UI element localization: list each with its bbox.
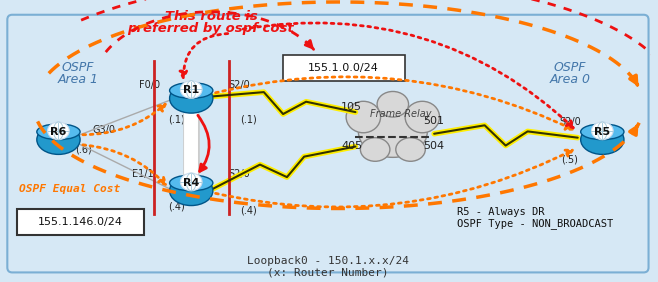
- Ellipse shape: [359, 106, 427, 157]
- Ellipse shape: [346, 101, 380, 133]
- Text: E1/1: E1/1: [132, 169, 154, 179]
- Ellipse shape: [361, 138, 390, 161]
- Text: 155.1.146.0/24: 155.1.146.0/24: [38, 217, 122, 227]
- Text: 504: 504: [424, 142, 445, 151]
- Ellipse shape: [377, 91, 409, 117]
- Ellipse shape: [170, 83, 213, 98]
- Text: 105: 105: [341, 102, 362, 112]
- Text: R4: R4: [183, 178, 199, 188]
- Text: S2/0: S2/0: [559, 117, 581, 127]
- Ellipse shape: [47, 122, 69, 140]
- Ellipse shape: [170, 175, 213, 191]
- FancyBboxPatch shape: [17, 210, 144, 235]
- Ellipse shape: [580, 125, 624, 155]
- Text: (.6): (.6): [74, 144, 91, 155]
- Ellipse shape: [37, 125, 80, 155]
- FancyBboxPatch shape: [283, 55, 405, 81]
- Text: preferred by ospf cost: preferred by ospf cost: [128, 22, 294, 35]
- Text: Area 1: Area 1: [58, 73, 99, 86]
- Text: G3/0: G3/0: [93, 125, 116, 135]
- FancyBboxPatch shape: [7, 15, 649, 272]
- Ellipse shape: [180, 173, 202, 191]
- Text: (.1): (.1): [240, 115, 257, 125]
- Text: Area 0: Area 0: [549, 73, 590, 86]
- Ellipse shape: [396, 138, 425, 161]
- Text: (.4): (.4): [240, 206, 257, 215]
- Text: R1: R1: [183, 85, 199, 96]
- Text: 405: 405: [341, 142, 362, 151]
- Text: F0/0: F0/0: [139, 80, 160, 90]
- Ellipse shape: [170, 83, 213, 113]
- Ellipse shape: [37, 124, 80, 140]
- Text: Frame Relay: Frame Relay: [370, 109, 432, 119]
- Text: OSPF Equal Cost: OSPF Equal Cost: [19, 184, 120, 194]
- Text: OSPF: OSPF: [62, 61, 94, 74]
- Ellipse shape: [592, 122, 613, 140]
- Text: OSPF: OSPF: [553, 61, 586, 74]
- Text: 155.1.0.0/24: 155.1.0.0/24: [308, 63, 379, 73]
- Text: (.4): (.4): [168, 202, 185, 212]
- Text: This route is: This route is: [164, 10, 257, 23]
- Text: S2/0: S2/0: [228, 80, 250, 90]
- Text: (.5): (.5): [561, 154, 578, 164]
- Ellipse shape: [180, 81, 202, 98]
- Ellipse shape: [170, 176, 213, 206]
- Text: Loopback0 - 150.1.x.x/24
(x: Router Number): Loopback0 - 150.1.x.x/24 (x: Router Numb…: [247, 256, 409, 277]
- Text: R6: R6: [50, 127, 66, 137]
- Text: R5 - Always DR
OSPF Type - NON_BROADCAST: R5 - Always DR OSPF Type - NON_BROADCAST: [457, 206, 613, 229]
- Ellipse shape: [405, 101, 440, 133]
- Text: S2/0: S2/0: [228, 169, 250, 179]
- Text: 501: 501: [424, 116, 445, 126]
- Ellipse shape: [580, 124, 624, 140]
- Text: R5: R5: [594, 127, 611, 137]
- Text: (.1): (.1): [168, 115, 185, 125]
